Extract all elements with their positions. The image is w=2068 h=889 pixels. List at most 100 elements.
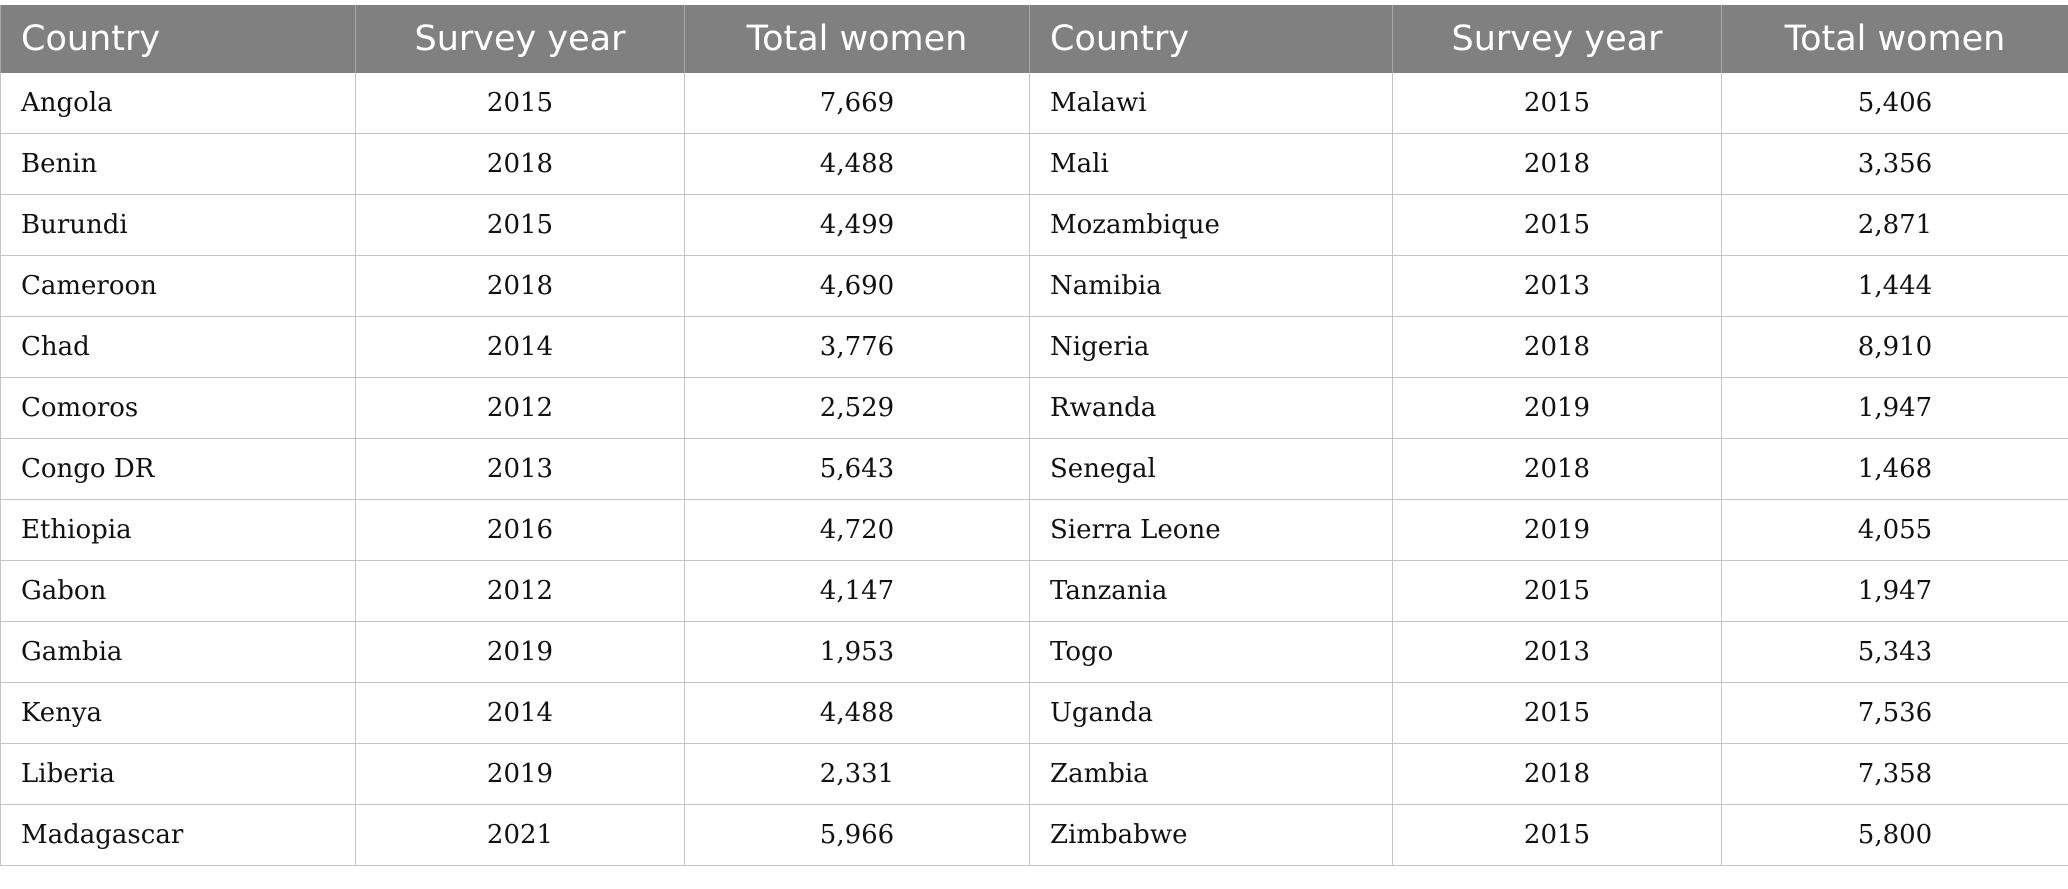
total-women-cell: 5,643 bbox=[684, 438, 1030, 500]
total-women-cell: 5,966 bbox=[684, 804, 1030, 866]
table-row: Gabon 2012 4,147 Tanzania 2015 1,947 bbox=[0, 560, 2068, 622]
table-header: Country Survey year Total women Country … bbox=[0, 5, 2068, 73]
table-row: Cameroon 2018 4,690 Namibia 2013 1,444 bbox=[0, 255, 2068, 317]
survey-year-cell: 2019 bbox=[355, 743, 685, 805]
header-total-women: Total women bbox=[684, 5, 1030, 73]
survey-year-cell: 2016 bbox=[355, 499, 685, 561]
table-body: Angola 2015 7,669 Malawi 2015 5,406 Benin 2018 4… bbox=[0, 73, 2068, 866]
country-cell-2: Malawi bbox=[1029, 73, 1393, 134]
table-row: Ethiopia 2016 4,720 Sierra Leone 2019 4,055 bbox=[0, 499, 2068, 561]
country-cell-2: Sierra Leone bbox=[1029, 499, 1393, 561]
country-cell: Angola bbox=[0, 73, 356, 134]
survey-year-cell-2: 2015 bbox=[1392, 73, 1722, 134]
country-cell: Comoros bbox=[0, 377, 356, 439]
country-cell-2: Mali bbox=[1029, 133, 1393, 195]
total-women-cell: 4,488 bbox=[684, 682, 1030, 744]
country-cell-2: Tanzania bbox=[1029, 560, 1393, 622]
country-cell: Benin bbox=[0, 133, 356, 195]
country-cell: Madagascar bbox=[0, 804, 356, 866]
country-cell: Chad bbox=[0, 316, 356, 378]
survey-year-cell: 2012 bbox=[355, 560, 685, 622]
survey-year-cell: 2018 bbox=[355, 255, 685, 317]
survey-year-cell-2: 2015 bbox=[1392, 194, 1722, 256]
header-survey-year: Survey year bbox=[355, 5, 685, 73]
survey-year-cell: 2021 bbox=[355, 804, 685, 866]
table-row: Angola 2015 7,669 Malawi 2015 5,406 bbox=[0, 73, 2068, 134]
country-cell-2: Senegal bbox=[1029, 438, 1393, 500]
survey-year-cell-2: 2019 bbox=[1392, 499, 1722, 561]
country-cell: Cameroon bbox=[0, 255, 356, 317]
header-country: Country bbox=[0, 5, 356, 73]
country-cell-2: Mozambique bbox=[1029, 194, 1393, 256]
country-cell: Burundi bbox=[0, 194, 356, 256]
total-women-cell-2: 8,910 bbox=[1721, 316, 2068, 378]
table-row: Congo DR 2013 5,643 Senegal 2018 1,468 bbox=[0, 438, 2068, 500]
total-women-cell: 4,499 bbox=[684, 194, 1030, 256]
survey-year-cell-2: 2015 bbox=[1392, 804, 1722, 866]
country-cell-2: Nigeria bbox=[1029, 316, 1393, 378]
country-cell-2: Namibia bbox=[1029, 255, 1393, 317]
table-row: Kenya 2014 4,488 Uganda 2015 7,536 bbox=[0, 682, 2068, 744]
total-women-cell: 4,147 bbox=[684, 560, 1030, 622]
country-cell: Gabon bbox=[0, 560, 356, 622]
survey-year-cell: 2015 bbox=[355, 194, 685, 256]
survey-year-cell: 2018 bbox=[355, 133, 685, 195]
total-women-cell: 2,331 bbox=[684, 743, 1030, 805]
country-cell: Gambia bbox=[0, 621, 356, 683]
table-row: Liberia 2019 2,331 Zambia 2018 7,358 bbox=[0, 743, 2068, 805]
total-women-cell-2: 1,947 bbox=[1721, 560, 2068, 622]
table-row: Chad 2014 3,776 Nigeria 2018 8,910 bbox=[0, 316, 2068, 378]
survey-year-cell-2: 2013 bbox=[1392, 621, 1722, 683]
survey-year-cell-2: 2018 bbox=[1392, 743, 1722, 805]
country-cell-2: Rwanda bbox=[1029, 377, 1393, 439]
survey-table: Country Survey year Total women Country … bbox=[0, 5, 2068, 866]
total-women-cell-2: 1,947 bbox=[1721, 377, 2068, 439]
survey-year-cell-2: 2019 bbox=[1392, 377, 1722, 439]
table-row: Madagascar 2021 5,966 Zimbabwe 2015 5,800 bbox=[0, 804, 2068, 866]
table-row: Comoros 2012 2,529 Rwanda 2019 1,947 bbox=[0, 377, 2068, 439]
table-row: Benin 2018 4,488 Mali 2018 3,356 bbox=[0, 133, 2068, 195]
total-women-cell-2: 2,871 bbox=[1721, 194, 2068, 256]
total-women-cell-2: 5,800 bbox=[1721, 804, 2068, 866]
total-women-cell-2: 5,406 bbox=[1721, 73, 2068, 134]
table-row: Burundi 2015 4,499 Mozambique 2015 2,871 bbox=[0, 194, 2068, 256]
table-row: Gambia 2019 1,953 Togo 2013 5,343 bbox=[0, 621, 2068, 683]
survey-year-cell-2: 2015 bbox=[1392, 682, 1722, 744]
total-women-cell: 1,953 bbox=[684, 621, 1030, 683]
survey-year-cell: 2015 bbox=[355, 73, 685, 134]
survey-year-cell: 2012 bbox=[355, 377, 685, 439]
survey-year-cell-2: 2018 bbox=[1392, 438, 1722, 500]
total-women-cell: 3,776 bbox=[684, 316, 1030, 378]
total-women-cell-2: 1,444 bbox=[1721, 255, 2068, 317]
survey-year-cell: 2014 bbox=[355, 682, 685, 744]
total-women-cell-2: 7,358 bbox=[1721, 743, 2068, 805]
total-women-cell: 4,488 bbox=[684, 133, 1030, 195]
survey-year-cell: 2014 bbox=[355, 316, 685, 378]
total-women-cell: 2,529 bbox=[684, 377, 1030, 439]
total-women-cell-2: 7,536 bbox=[1721, 682, 2068, 744]
survey-year-cell: 2013 bbox=[355, 438, 685, 500]
header-survey-year-2: Survey year bbox=[1392, 5, 1722, 73]
country-cell: Ethiopia bbox=[0, 499, 356, 561]
survey-year-cell-2: 2018 bbox=[1392, 133, 1722, 195]
header-total-women-2: Total women bbox=[1721, 5, 2068, 73]
survey-year-cell: 2019 bbox=[355, 621, 685, 683]
country-cell: Kenya bbox=[0, 682, 356, 744]
survey-year-cell-2: 2013 bbox=[1392, 255, 1722, 317]
country-cell-2: Togo bbox=[1029, 621, 1393, 683]
survey-year-cell-2: 2018 bbox=[1392, 316, 1722, 378]
country-cell: Liberia bbox=[0, 743, 356, 805]
total-women-cell: 4,720 bbox=[684, 499, 1030, 561]
total-women-cell: 4,690 bbox=[684, 255, 1030, 317]
total-women-cell-2: 5,343 bbox=[1721, 621, 2068, 683]
total-women-cell: 7,669 bbox=[684, 73, 1030, 134]
survey-year-cell-2: 2015 bbox=[1392, 560, 1722, 622]
total-women-cell-2: 3,356 bbox=[1721, 133, 2068, 195]
country-cell-2: Zambia bbox=[1029, 743, 1393, 805]
country-cell: Congo DR bbox=[0, 438, 356, 500]
header-country-2: Country bbox=[1029, 5, 1393, 73]
total-women-cell-2: 4,055 bbox=[1721, 499, 2068, 561]
total-women-cell-2: 1,468 bbox=[1721, 438, 2068, 500]
country-cell-2: Uganda bbox=[1029, 682, 1393, 744]
header-row: Country Survey year Total women Country … bbox=[0, 5, 2068, 73]
